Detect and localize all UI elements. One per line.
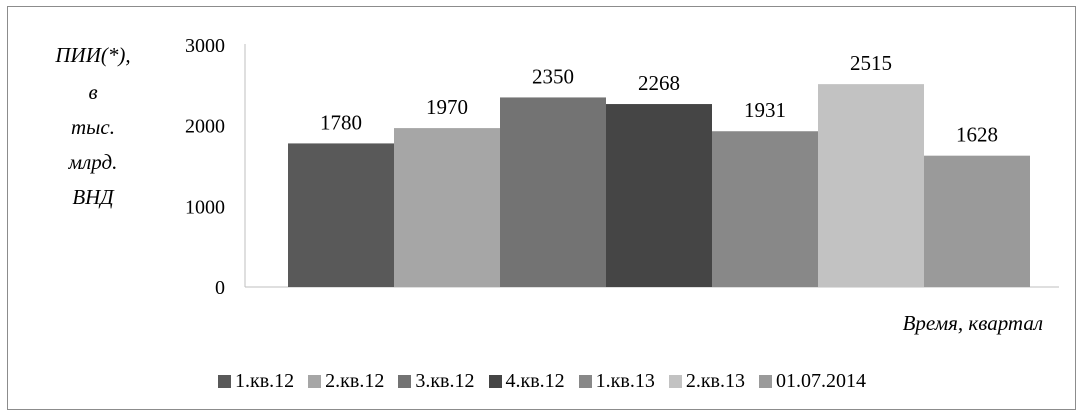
y-axis-label-line: тыс. (71, 115, 115, 139)
legend-item: 2.кв.13 (668, 370, 746, 393)
bar-2 (394, 128, 500, 287)
legend-label: 3.кв.12 (415, 370, 475, 392)
bar-series (288, 84, 1030, 287)
data-label: 2350 (532, 64, 574, 88)
legend-label: 01.07.2014 (776, 370, 867, 392)
data-label: 1931 (744, 98, 786, 122)
legend-item: 1.кв.13 (578, 370, 655, 393)
legend-swatch (398, 375, 412, 388)
legend-item: 1.кв.12 (217, 370, 295, 393)
data-label: 2515 (850, 51, 892, 75)
legend-item: 3.кв.12 (398, 370, 475, 393)
legend-swatch (578, 375, 592, 388)
y-tick-label: 0 (215, 277, 225, 299)
legend-swatch (668, 375, 682, 388)
legend-label: 2.кв.12 (325, 370, 385, 392)
legend-swatch (488, 375, 502, 388)
legend: 1.кв.12 2.кв.12 3.кв.12 4.кв.12 1.кв.13 2.кв.… (0, 370, 1084, 393)
bar-6 (818, 84, 924, 287)
y-tick-label: 3000 (185, 35, 225, 57)
legend-label: 2.кв.13 (685, 370, 746, 392)
bar-7 (924, 155, 1030, 287)
legend-swatch (217, 375, 231, 388)
legend-item: 2.кв.12 (308, 370, 384, 393)
legend-swatch (308, 375, 322, 388)
bar-1 (288, 143, 394, 287)
y-tick-label: 1000 (185, 196, 225, 218)
legend-item: 01.07.2014 (759, 370, 866, 393)
data-labels: 1780 1970 2350 2268 1931 2515 1628 (320, 51, 998, 147)
legend-label: 4.кв.12 (505, 370, 565, 392)
legend-label: 1.кв.12 (234, 370, 295, 392)
data-label: 2268 (638, 71, 680, 95)
data-label: 1970 (426, 95, 468, 119)
legend-swatch (759, 375, 773, 388)
bar-5 (712, 131, 818, 287)
y-axis-label-line: ВНД (72, 185, 115, 209)
y-axis-label-line: в (88, 80, 97, 104)
y-axis-label-line: млрд. (68, 150, 118, 174)
y-axis-label: ПИИ(*), в тыс. млрд. ВНД (54, 43, 130, 209)
data-label: 1628 (956, 123, 998, 147)
data-label: 1780 (320, 110, 362, 134)
bar-3 (500, 97, 606, 287)
y-axis-ticks: 0 1000 2000 3000 (185, 35, 225, 299)
y-axis-label-line: ПИИ(*), (54, 43, 130, 67)
x-axis-label: Время, квартал (903, 311, 1043, 335)
legend-item: 4.кв.12 (488, 370, 565, 393)
legend-label: 1.кв.13 (595, 370, 655, 392)
y-tick-label: 2000 (185, 116, 225, 138)
bar-4 (606, 104, 712, 287)
